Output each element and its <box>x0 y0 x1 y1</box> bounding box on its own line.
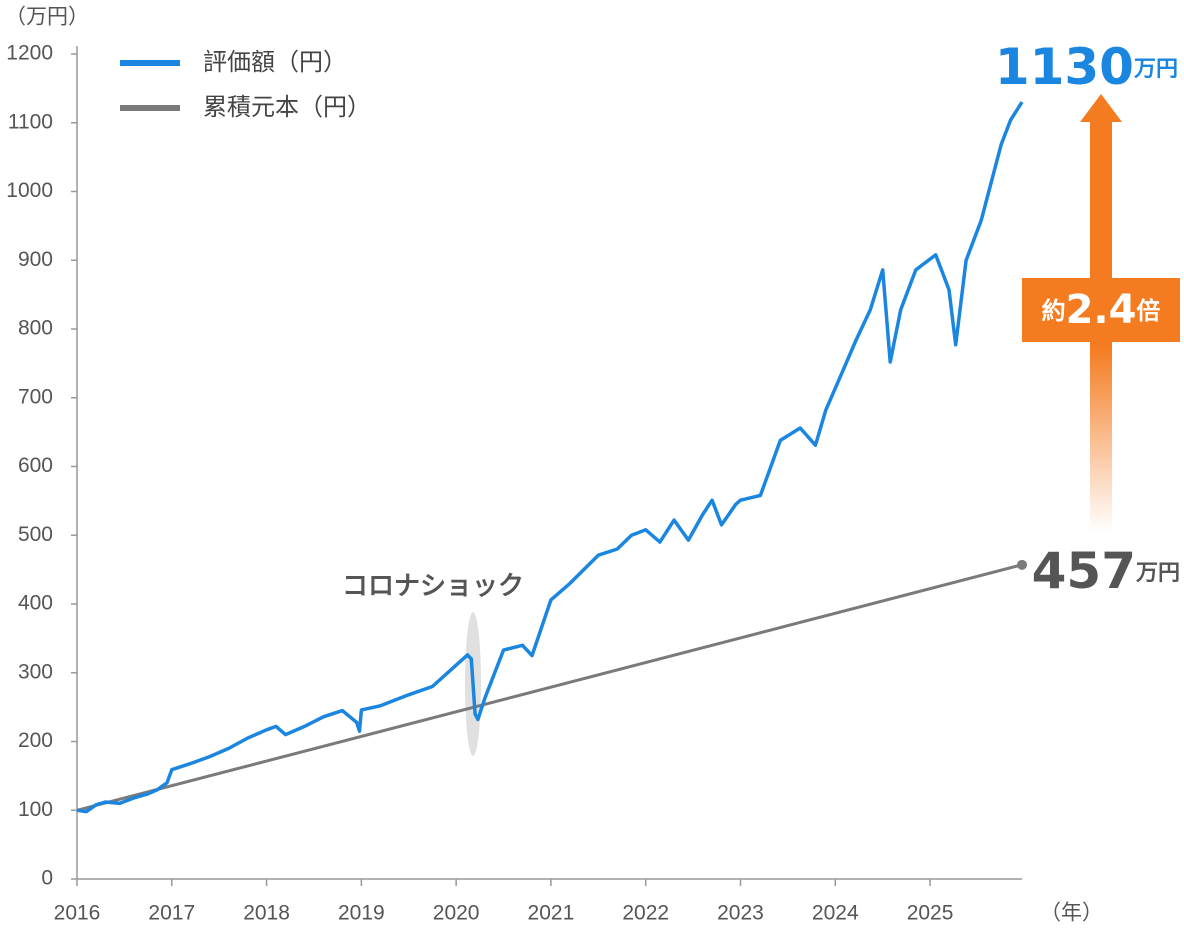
y-tick-label: 1200 <box>6 42 53 65</box>
x-tick-label: 2019 <box>338 902 385 925</box>
x-tick-label: 2016 <box>54 902 101 925</box>
final-value-unit: 万円 <box>1133 57 1178 82</box>
y-tick-label: 200 <box>18 729 53 752</box>
legend-label: 評価額（円） <box>203 48 347 76</box>
y-tick-label: 800 <box>18 317 53 340</box>
y-tick-label: 0 <box>41 867 53 890</box>
series-line <box>76 563 1023 812</box>
ratio-prefix: 約 <box>1042 297 1066 325</box>
y-tick-label: 600 <box>18 454 53 477</box>
y-tick-label: 300 <box>18 660 53 683</box>
x-tick-label: 2022 <box>622 902 669 925</box>
y-tick-label: 1100 <box>8 110 53 133</box>
final-value-label: 1130万円 <box>995 38 1178 96</box>
y-unit-label: （万円） <box>5 6 89 29</box>
y-tick-label: 100 <box>18 798 53 821</box>
x-unit-label: （年） <box>1040 902 1103 925</box>
series-line <box>76 101 1024 814</box>
x-tick-label: 2020 <box>433 902 480 925</box>
principal-unit: 万円 <box>1135 561 1180 586</box>
x-tick-label: 2023 <box>717 902 764 925</box>
x-tick-label: 2018 <box>243 902 290 925</box>
ratio-label: 約2.4倍 <box>1042 287 1161 333</box>
final-value: 1130 <box>995 38 1134 96</box>
principal-label: 457万円 <box>1032 542 1180 600</box>
ratio-value: 2.4 <box>1066 287 1137 333</box>
arrow-head <box>1080 94 1122 122</box>
y-tick-label: 400 <box>18 592 53 615</box>
y-tick-label: 1000 <box>6 179 53 202</box>
x-tick-label: 2021 <box>528 902 575 925</box>
principal-value: 457 <box>1032 542 1136 600</box>
ratio-box <box>1022 278 1180 342</box>
x-tick-label: 2025 <box>907 902 954 925</box>
ratio-suffix: 倍 <box>1136 297 1160 325</box>
y-tick-label: 900 <box>18 248 53 271</box>
event-label: コロナショック <box>342 572 524 602</box>
y-tick-label: 500 <box>18 523 53 546</box>
end-point <box>1017 559 1027 570</box>
x-tick-label: 2017 <box>148 902 195 925</box>
y-tick-label: 700 <box>18 385 53 408</box>
plot-area: 0 100 200 300 400 500 600 700 800 900 1000 1100 1200… <box>6 42 1027 925</box>
legend-label: 累積元本（円） <box>203 93 371 121</box>
x-tick-label: 2024 <box>812 902 859 925</box>
